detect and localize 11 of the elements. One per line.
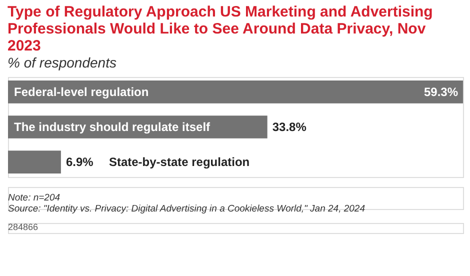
source-note: Source: "Identity vs. Privacy: Digital Advertising in a Cookieless World," Jan 24, 2024: [8, 204, 365, 214]
data-label: 33.8%: [272, 120, 307, 134]
chart-title: Type of Regulatory Approach US Marketing and Advertising Professionals Would Like to See Around Data Privacy, Nov 2023: [8, 4, 433, 54]
y-tick-label: Federal-level regulation: [14, 84, 149, 99]
chart-subtitle: % of respondents: [8, 54, 116, 70]
y-tick-label: State-by-state regulation: [108, 155, 250, 170]
y-tick-label: The industry should regulate itself: [14, 120, 212, 134]
text: 284866: [8, 222, 38, 232]
data-label: 6.9%: [66, 155, 94, 170]
text: Note: n=204: [8, 192, 60, 204]
data-label: 59.3%: [424, 84, 458, 99]
